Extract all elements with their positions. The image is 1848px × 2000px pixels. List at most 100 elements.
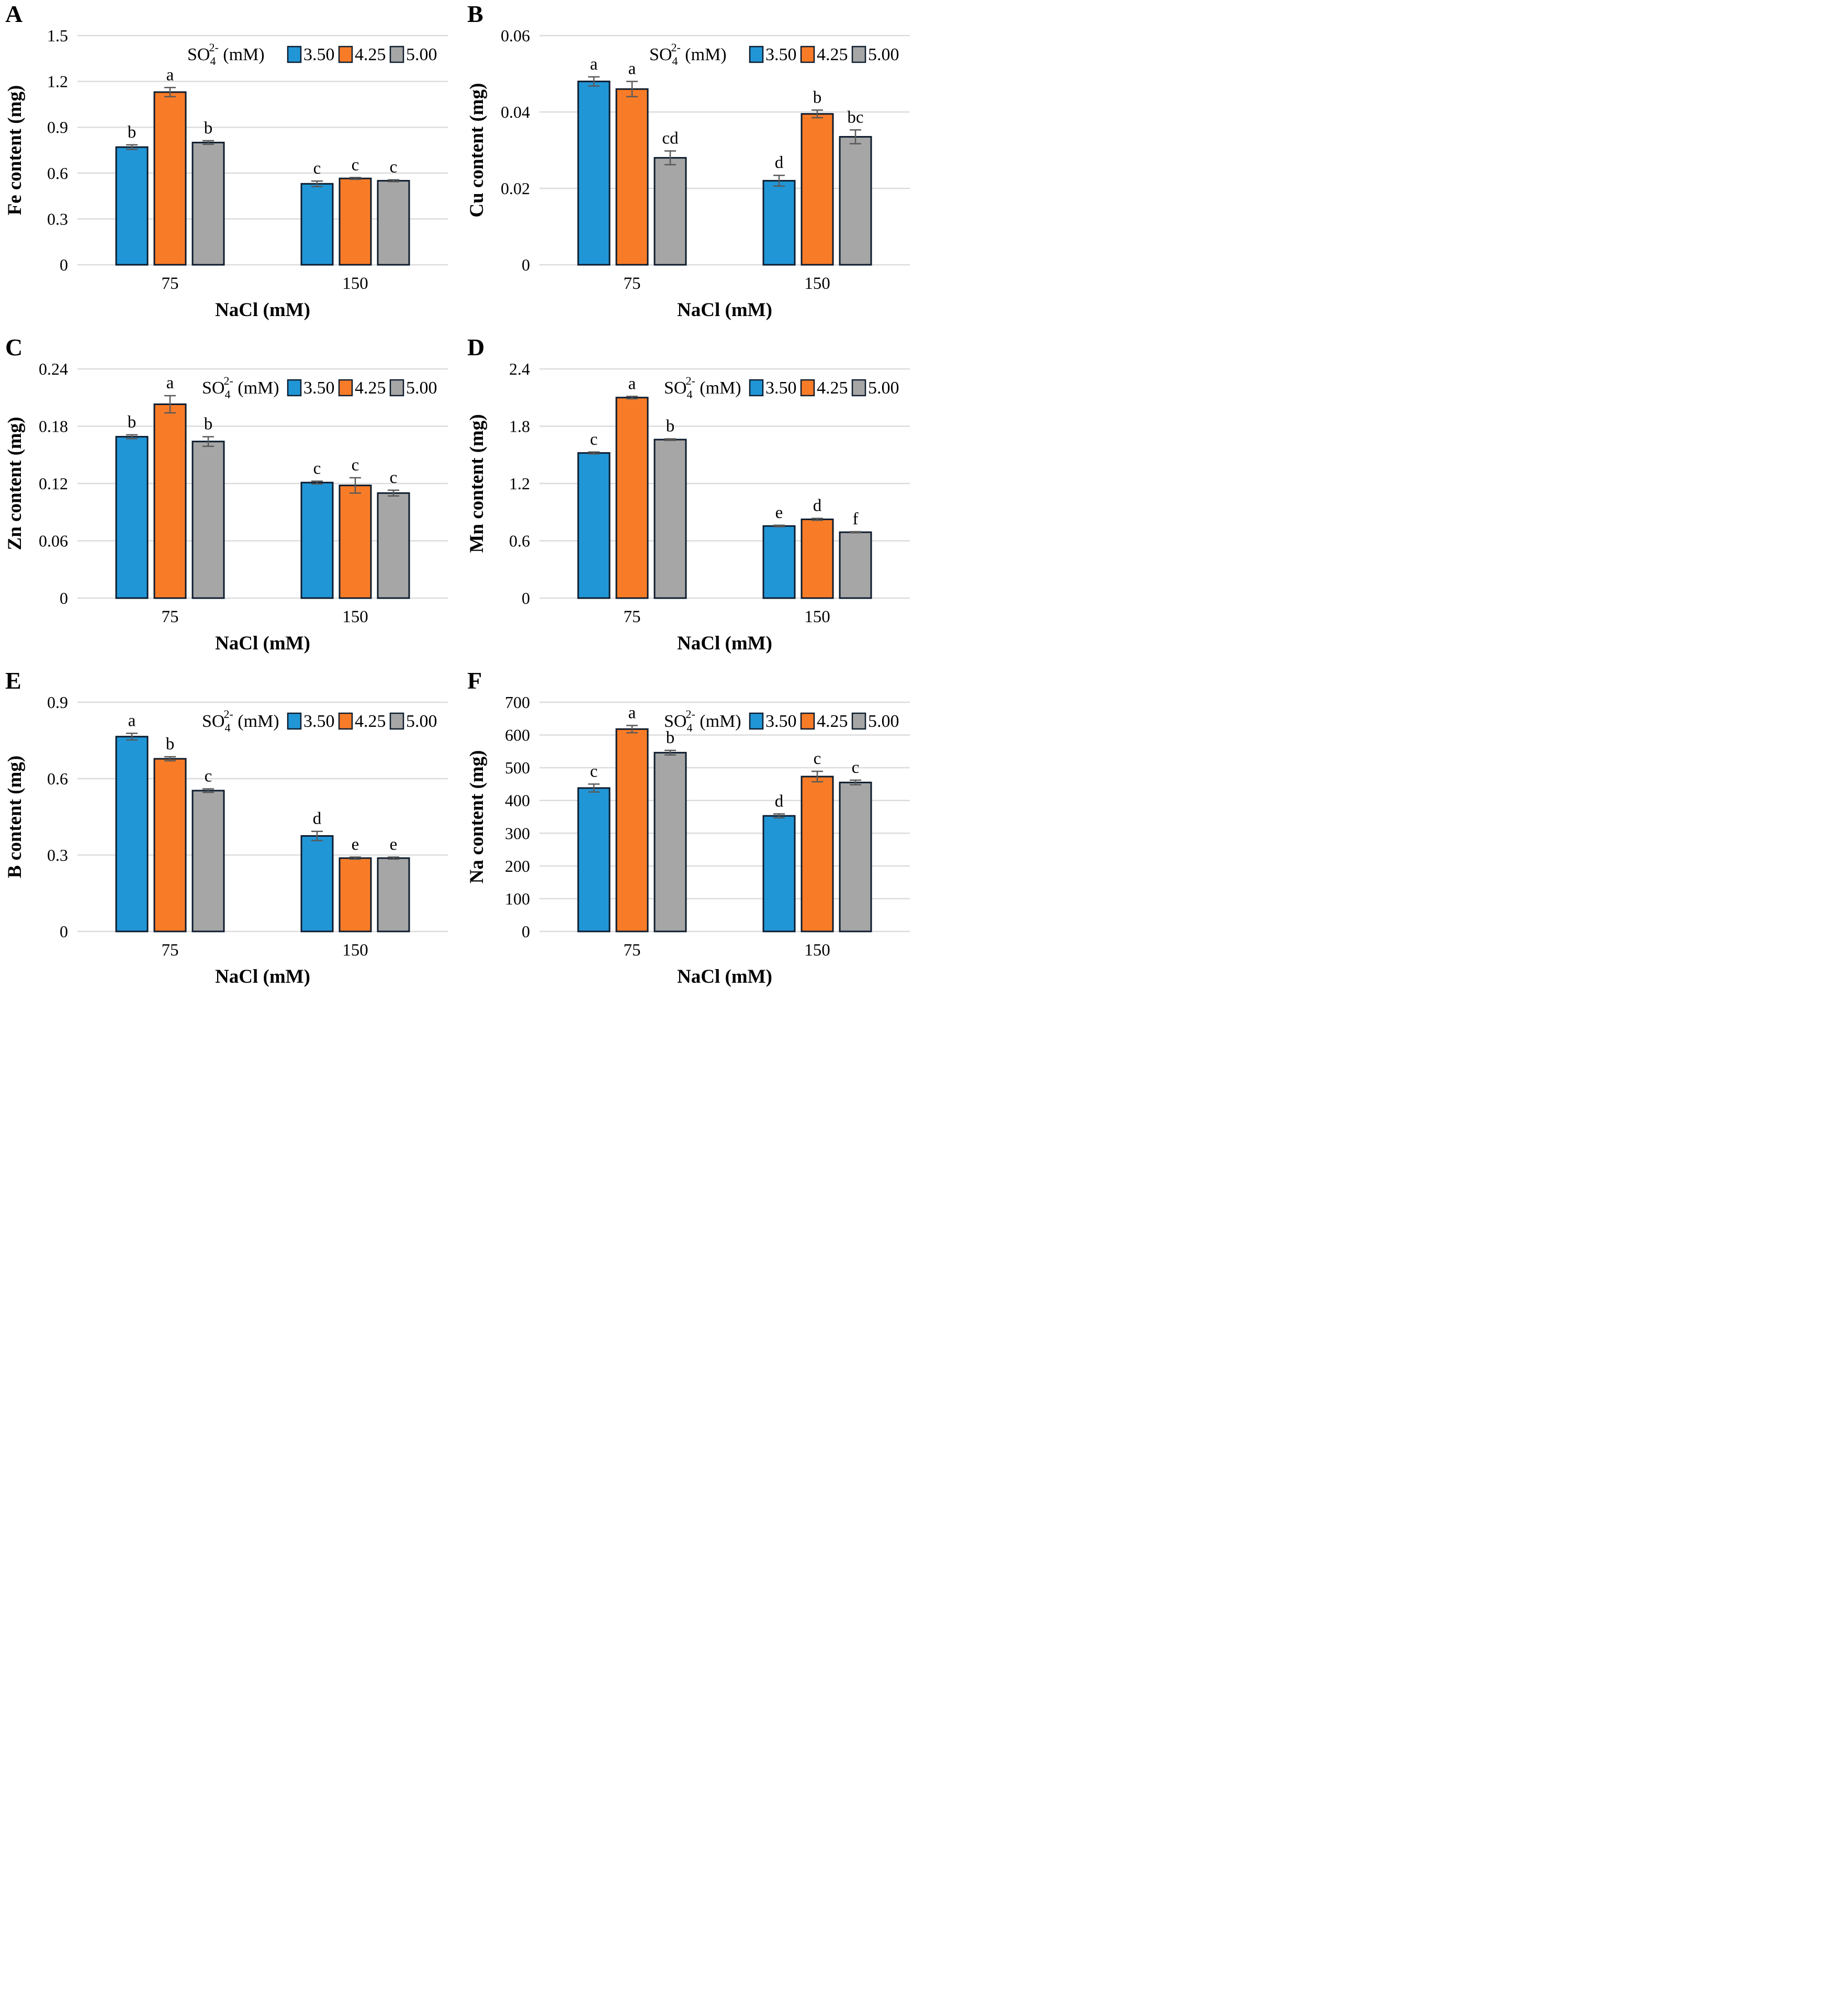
legend-swatch-3.50 bbox=[749, 46, 764, 63]
bar-3.50-150 bbox=[300, 183, 334, 266]
y-tick-label: 1.2 bbox=[509, 474, 530, 493]
y-tick-label: 700 bbox=[505, 693, 530, 712]
y-axis-title: Mn content (mg) bbox=[466, 414, 488, 553]
panel-c: C 0 0.06 0.12 0.18 0.24 Zn content (mg) 75 b a b 1… bbox=[0, 333, 462, 667]
bar-4.25-150 bbox=[339, 177, 372, 266]
bar-3.50-75 bbox=[115, 436, 149, 599]
significance-letter: c bbox=[205, 767, 212, 785]
panel-a: A 0 0.3 0.6 0.9 1.2 1.5 Fe content (mg) 75 b a b 15… bbox=[0, 0, 462, 333]
bar-3.50-75 bbox=[115, 736, 149, 932]
bar-5.00-75 bbox=[191, 441, 225, 599]
significance-letter: c bbox=[390, 158, 398, 177]
bar-4.25-75 bbox=[153, 91, 187, 266]
significance-letter: a bbox=[628, 703, 636, 722]
legend-swatch-4.25 bbox=[800, 712, 815, 730]
y-tick-label: 1.2 bbox=[47, 72, 68, 91]
legend-label: 5.00 bbox=[406, 712, 437, 731]
x-category-label: 75 bbox=[162, 274, 179, 293]
significance-letter: a bbox=[628, 60, 636, 78]
bar-5.00-75 bbox=[653, 157, 687, 266]
legend-label: 5.00 bbox=[868, 712, 899, 731]
panel-e: E 0 0.3 0.6 0.9 B content (mg) 75 a b c 150 d e e NaC… bbox=[0, 667, 462, 1000]
y-tick-label: 300 bbox=[505, 824, 530, 842]
x-category-label: 150 bbox=[342, 941, 368, 960]
bar-3.50-75 bbox=[577, 452, 611, 599]
fe-content-chart: 0 0.3 0.6 0.9 1.2 1.5 Fe content (mg) 75 b a b 150 c… bbox=[4, 26, 448, 321]
legend: SO42- (mM) 3.50 4.25 5.00 bbox=[664, 374, 899, 401]
panel-letter-f: F bbox=[467, 667, 482, 694]
bar-4.25-150 bbox=[801, 776, 834, 932]
bar-5.00-150 bbox=[839, 531, 872, 599]
legend-label: 3.50 bbox=[765, 45, 797, 64]
bar-3.50-75 bbox=[577, 81, 611, 266]
legend-swatch-3.50 bbox=[287, 712, 302, 730]
y-axis-title: Zn content (mg) bbox=[4, 417, 26, 550]
significance-letter: d bbox=[775, 153, 784, 172]
significance-letter: a bbox=[628, 375, 636, 394]
legend: SO42- (mM) 3.50 4.25 5.00 bbox=[649, 41, 899, 68]
significance-letter: b bbox=[166, 735, 175, 754]
y-tick-label: 0.6 bbox=[509, 532, 530, 550]
legend-swatch-4.25 bbox=[338, 46, 353, 63]
bar-3.50-150 bbox=[762, 179, 796, 266]
bar-5.00-75 bbox=[653, 751, 687, 932]
significance-letter: d bbox=[813, 497, 822, 515]
x-category-label: 150 bbox=[804, 608, 830, 626]
legend-swatch-5.00 bbox=[851, 712, 866, 730]
legend-title: SO42- (mM) bbox=[649, 41, 727, 68]
bar-3.50-75 bbox=[115, 146, 149, 266]
bars bbox=[577, 76, 872, 266]
legend: SO42- (mM) 3.50 4.25 5.00 bbox=[664, 707, 899, 734]
na-content-chart: 0 100 200 300 400 500 600 700 Na content (mg) 75 c… bbox=[466, 693, 910, 987]
bar-3.50-150 bbox=[300, 835, 334, 932]
legend-title: SO42- (mM) bbox=[202, 707, 279, 734]
significance-letter: c bbox=[352, 155, 359, 174]
legend-label: 4.25 bbox=[355, 712, 386, 731]
legend-swatch-4.25 bbox=[800, 46, 815, 63]
x-axis-title: NaCl (mM) bbox=[677, 966, 772, 987]
significance-letter: b bbox=[128, 123, 137, 142]
bar-3.50-150 bbox=[300, 481, 334, 599]
y-tick-label: 0.12 bbox=[39, 474, 68, 493]
significance-letter: a bbox=[166, 65, 174, 84]
bar-5.00-150 bbox=[377, 179, 410, 266]
y-axis-tick-labels: 0 100 200 300 400 500 600 700 bbox=[505, 693, 530, 941]
legend-label: 4.25 bbox=[355, 378, 386, 398]
y-tick-label: 0.06 bbox=[39, 532, 68, 550]
legend-swatch-3.50 bbox=[749, 712, 764, 730]
y-tick-label: 500 bbox=[505, 758, 530, 777]
significance-letter: d bbox=[313, 810, 322, 828]
y-axis-tick-labels: 0 0.06 0.12 0.18 0.24 bbox=[39, 359, 68, 608]
legend-label: 4.25 bbox=[817, 378, 848, 398]
legend-swatch-5.00 bbox=[389, 379, 404, 397]
y-axis-title: Na content (mg) bbox=[466, 750, 488, 884]
significance-letter: f bbox=[853, 510, 859, 529]
x-axis-title: NaCl (mM) bbox=[215, 966, 310, 987]
x-category-label: 75 bbox=[162, 608, 179, 626]
y-axis-title: B content (mg) bbox=[4, 756, 26, 878]
y-tick-label: 0.02 bbox=[501, 179, 530, 198]
y-tick-label: 0.06 bbox=[501, 26, 530, 45]
bar-4.25-150 bbox=[801, 113, 834, 266]
y-axis-title: Cu content (mg) bbox=[466, 83, 488, 218]
bar-4.25-150 bbox=[801, 518, 834, 599]
x-category-label: 75 bbox=[624, 274, 641, 293]
y-tick-label: 100 bbox=[505, 889, 530, 908]
cu-content-chart: 0 0.02 0.04 0.06 Cu content (mg) 75 a a cd 150 d b b… bbox=[466, 26, 910, 321]
x-axis-title: NaCl (mM) bbox=[215, 633, 310, 654]
significance-letter: b bbox=[204, 119, 213, 138]
legend-label: 3.50 bbox=[765, 378, 797, 398]
y-tick-label: 0 bbox=[522, 922, 530, 941]
bar-5.00-75 bbox=[653, 439, 687, 599]
significance-letter: b bbox=[666, 728, 675, 747]
panel-f: F 0 100 200 300 400 500 600 700 Na content (mg) 7… bbox=[462, 667, 924, 1000]
y-tick-label: 0.24 bbox=[39, 359, 68, 378]
bar-5.00-150 bbox=[839, 136, 872, 266]
legend-label: 4.25 bbox=[817, 45, 848, 64]
legend-swatch-5.00 bbox=[851, 46, 866, 63]
legend-label: 3.50 bbox=[303, 45, 335, 64]
bar-5.00-150 bbox=[377, 857, 410, 932]
y-tick-label: 0.6 bbox=[47, 769, 68, 788]
legend: SO42- (mM) 3.50 4.25 5.00 bbox=[187, 41, 437, 68]
x-axis-title: NaCl (mM) bbox=[677, 299, 772, 321]
